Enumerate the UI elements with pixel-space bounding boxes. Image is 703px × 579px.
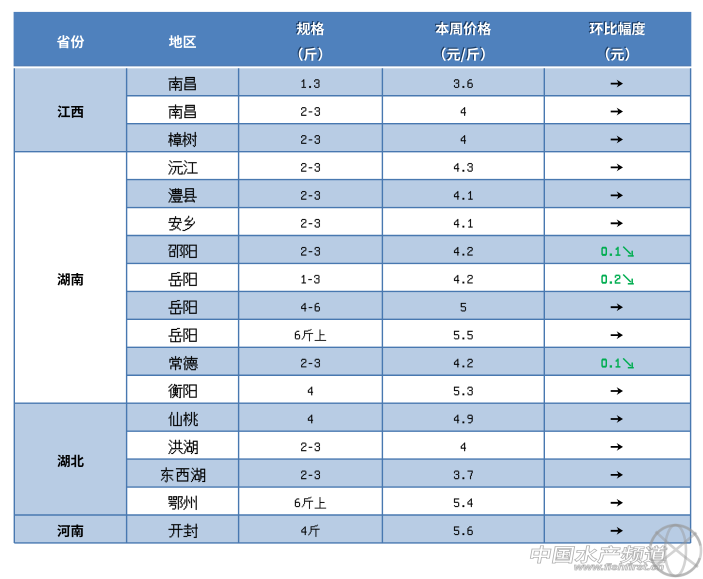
- svg-text:www.fishfirst.cn: www.fishfirst.cn: [574, 562, 664, 573]
